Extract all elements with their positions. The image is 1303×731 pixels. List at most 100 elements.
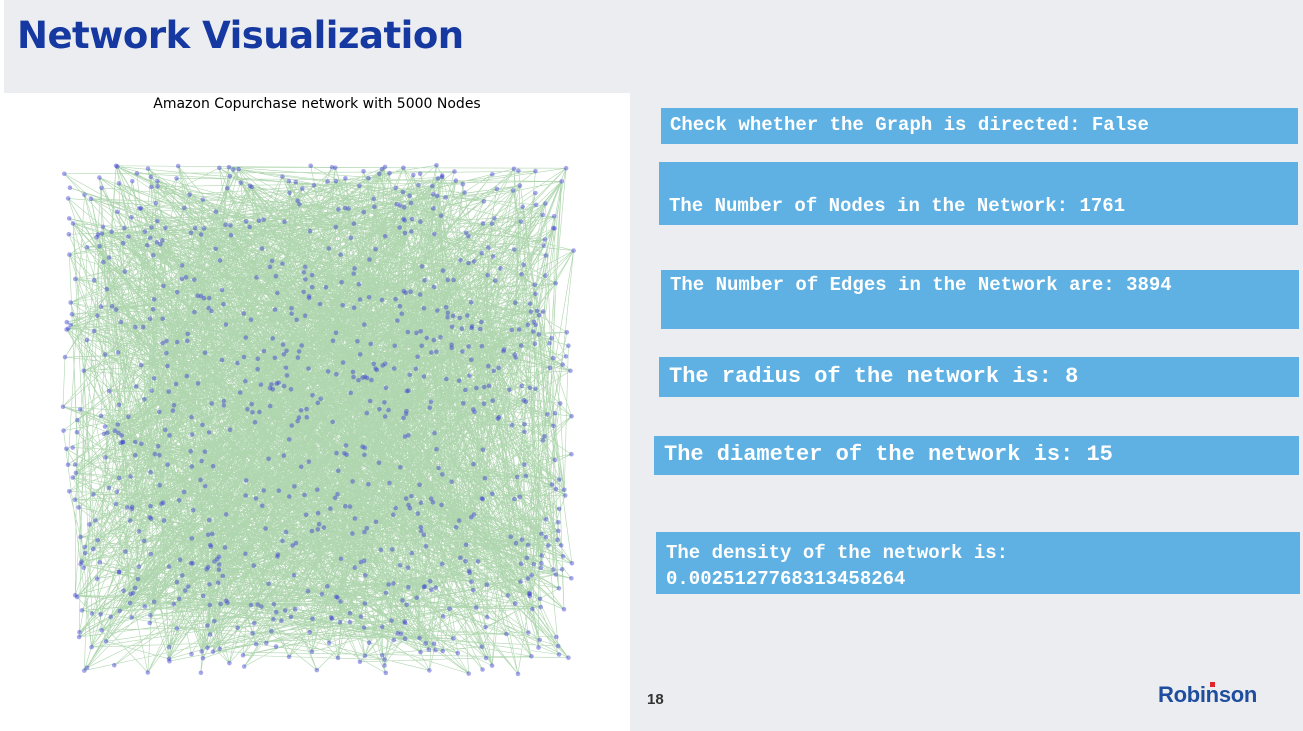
- network-node: [314, 667, 320, 673]
- network-node: [563, 165, 569, 171]
- network-node: [286, 437, 292, 442]
- network-node: [205, 564, 211, 570]
- network-node: [480, 221, 486, 226]
- network-node: [512, 247, 517, 252]
- network-node: [212, 559, 217, 564]
- network-node: [128, 591, 133, 597]
- network-node: [329, 164, 335, 170]
- network-node: [531, 329, 536, 334]
- network-node: [174, 290, 180, 295]
- network-node: [361, 209, 367, 215]
- network-node: [516, 168, 521, 174]
- network-node: [466, 233, 471, 239]
- network-node: [151, 297, 157, 302]
- network-node: [150, 307, 156, 312]
- network-node: [273, 644, 279, 649]
- network-node: [366, 175, 371, 181]
- network-node: [261, 488, 267, 493]
- network-node: [330, 419, 336, 425]
- network-node: [463, 387, 468, 393]
- network-node: [469, 357, 474, 363]
- network-node: [308, 163, 314, 169]
- network-node: [409, 550, 415, 556]
- network-node: [243, 219, 249, 224]
- network-node: [125, 505, 130, 510]
- network-node: [121, 588, 126, 593]
- network-node: [70, 475, 75, 480]
- network-node: [361, 169, 366, 174]
- network-node: [120, 439, 126, 445]
- network-node: [164, 350, 169, 356]
- network-node: [209, 308, 214, 314]
- network-node: [300, 186, 305, 191]
- network-node: [369, 377, 374, 383]
- network-node: [553, 486, 559, 492]
- network-node: [363, 573, 368, 578]
- page-number: 18: [647, 691, 664, 708]
- network-node: [118, 319, 124, 325]
- network-node: [352, 565, 358, 570]
- network-node: [445, 277, 451, 283]
- network-node: [225, 600, 230, 605]
- network-node: [269, 628, 274, 634]
- network-node: [347, 619, 353, 625]
- network-node: [251, 621, 257, 626]
- network-node: [482, 384, 487, 390]
- network-node: [147, 515, 152, 520]
- network-node: [418, 525, 424, 530]
- network-node: [367, 398, 373, 404]
- network-node: [426, 647, 432, 652]
- network-node: [250, 631, 255, 636]
- network-node: [371, 196, 377, 202]
- network-node: [174, 339, 180, 345]
- network-node: [471, 407, 476, 412]
- network-node: [443, 195, 448, 200]
- network-node: [255, 366, 260, 372]
- network-node: [355, 339, 360, 344]
- network-node: [306, 295, 312, 301]
- network-node: [243, 478, 249, 483]
- network-node: [217, 562, 222, 567]
- network-node: [373, 366, 378, 371]
- network-node: [348, 235, 354, 241]
- network-node: [558, 543, 564, 548]
- network-node: [201, 295, 207, 301]
- network-node: [147, 620, 153, 626]
- network-node: [148, 469, 153, 475]
- network-nodes: [60, 163, 576, 677]
- network-node: [422, 584, 428, 589]
- network-node: [127, 518, 133, 523]
- network-node: [360, 375, 365, 381]
- network-node: [557, 506, 562, 512]
- network-node: [559, 567, 565, 572]
- network-node: [218, 601, 223, 607]
- network-node: [281, 383, 287, 389]
- network-node: [509, 327, 515, 333]
- network-node: [269, 382, 274, 387]
- network-node: [444, 376, 449, 382]
- network-node: [469, 324, 475, 329]
- network-node: [537, 637, 542, 643]
- network-node: [139, 441, 144, 447]
- network-node: [534, 308, 540, 314]
- network-node: [195, 381, 201, 386]
- network-node: [99, 231, 105, 237]
- network-node: [471, 259, 477, 264]
- network-node: [286, 654, 292, 660]
- network-node: [210, 531, 215, 537]
- network-node: [132, 585, 138, 591]
- network-node: [399, 311, 405, 317]
- network-node: [89, 611, 95, 616]
- network-node: [87, 522, 92, 527]
- network-node: [65, 196, 71, 201]
- network-node: [486, 363, 491, 369]
- network-node: [451, 277, 457, 283]
- network-node: [486, 383, 492, 389]
- network-node: [163, 225, 168, 231]
- network-node: [142, 604, 147, 609]
- network-edge-lines: [62, 165, 574, 675]
- network-node: [188, 561, 194, 566]
- network-node: [392, 343, 398, 349]
- network-node: [554, 634, 559, 640]
- network-node: [438, 213, 444, 218]
